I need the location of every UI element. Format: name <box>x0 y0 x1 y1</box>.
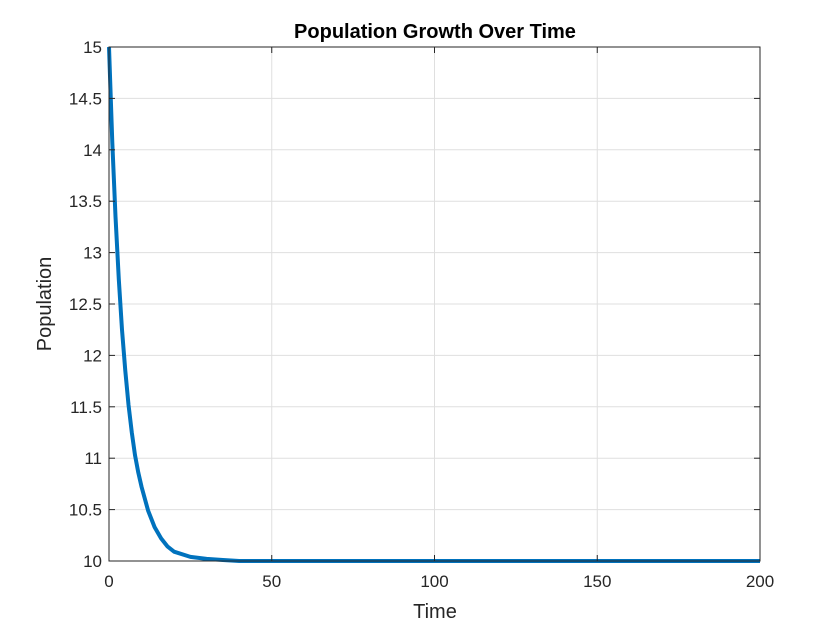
y-axis-label: Population <box>34 257 56 352</box>
y-tick-label: 12.5 <box>69 295 102 314</box>
y-tick-label: 10.5 <box>69 501 102 520</box>
y-tick-label: 11.5 <box>70 398 102 417</box>
y-tick-label: 14 <box>83 141 102 160</box>
x-tick-label: 150 <box>583 572 611 591</box>
y-tick-label: 14.5 <box>69 89 102 108</box>
x-tick-label: 50 <box>262 572 281 591</box>
y-tick-label: 11 <box>84 449 102 468</box>
chart-title: Population Growth Over Time <box>294 21 576 43</box>
x-tick-label: 200 <box>746 572 774 591</box>
x-tick-label: 0 <box>104 572 113 591</box>
y-tick-label: 15 <box>83 38 102 57</box>
y-tick-label: 13.5 <box>69 192 102 211</box>
ticks: 0 50 100 150 200 10 10.5 11 11.5 12 12.5 13 13.5 14 14… <box>69 38 774 591</box>
x-axis-label: Time <box>413 601 457 623</box>
y-tick-label: 12 <box>83 346 102 365</box>
x-tick-label: 100 <box>420 572 448 591</box>
y-tick-label: 10 <box>83 552 102 571</box>
y-tick-label: 13 <box>83 244 102 263</box>
